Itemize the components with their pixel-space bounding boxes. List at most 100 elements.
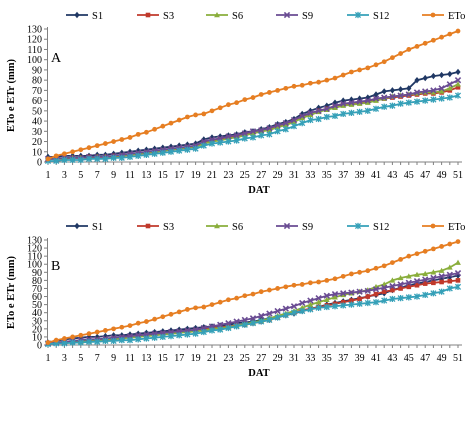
data-point-S9 — [348, 289, 355, 296]
legend-label: S9 — [302, 222, 313, 233]
data-point-S6 — [430, 269, 437, 275]
data-point-ETo — [398, 256, 403, 262]
legend-swatch-marker — [430, 12, 436, 18]
y-tick-label: 40 — [32, 308, 42, 319]
data-point-S12 — [299, 307, 306, 315]
data-point-S12 — [94, 155, 101, 163]
data-point-S12 — [159, 149, 166, 156]
legend-label: S1 — [92, 11, 103, 22]
data-point-ETo — [365, 65, 371, 71]
data-point-S12 — [143, 151, 150, 158]
data-point-S1 — [430, 72, 436, 80]
data-point-ETo — [258, 289, 264, 295]
data-point-S9 — [290, 303, 298, 310]
data-point-ETo — [275, 87, 280, 93]
data-point-ETo — [340, 72, 346, 78]
x-tick-label: 27 — [256, 353, 266, 364]
data-point-S12 — [69, 339, 76, 346]
legend-label: S6 — [232, 222, 243, 233]
data-point-ETo — [250, 291, 256, 297]
data-point-ETo — [258, 92, 264, 97]
data-point-S12 — [413, 98, 421, 105]
x-tick-label: 29 — [273, 353, 283, 364]
data-point-S6 — [414, 271, 420, 277]
data-point-ETo — [209, 108, 215, 114]
x-tick-label: 15 — [158, 170, 168, 181]
data-point-S9 — [307, 297, 314, 304]
data-point-S6 — [356, 100, 363, 106]
legend-item-S3: S3 — [137, 11, 174, 22]
data-point-S9 — [249, 128, 257, 135]
data-point-S12 — [405, 99, 412, 106]
data-point-S3 — [340, 299, 346, 305]
data-point-ETo — [119, 324, 125, 330]
x-tick-label: 15 — [158, 353, 168, 364]
data-point-S9 — [348, 99, 355, 106]
series-S1 — [45, 272, 461, 346]
data-point-ETo — [152, 316, 158, 322]
x-tick-label: 49 — [437, 353, 447, 364]
series-line-S1 — [48, 71, 459, 158]
data-point-S6 — [282, 122, 289, 128]
data-point-S12 — [389, 295, 396, 303]
data-point-S12 — [364, 299, 371, 307]
legend-swatch-marker — [145, 223, 151, 229]
data-point-ETo — [455, 28, 461, 34]
data-point-S12 — [397, 295, 404, 302]
data-point-S12 — [331, 112, 339, 120]
data-point-S12 — [77, 339, 84, 346]
data-point-S12 — [340, 302, 347, 309]
data-point-S12 — [208, 140, 216, 147]
data-point-S12 — [167, 333, 175, 340]
data-point-S12 — [192, 330, 199, 337]
data-point-S12 — [422, 291, 429, 299]
data-point-ETo — [398, 51, 403, 56]
y-tick-label: 50 — [32, 300, 42, 311]
series-S12 — [44, 92, 462, 165]
data-point-ETo — [234, 100, 240, 106]
data-point-ETo — [201, 304, 207, 310]
series-line-S9 — [47, 272, 459, 345]
data-point-S9 — [356, 98, 363, 105]
data-point-S12 — [110, 337, 117, 345]
data-point-ETo — [324, 277, 330, 283]
data-point-S12 — [290, 123, 298, 130]
data-point-S1 — [422, 74, 428, 82]
series-S6 — [45, 259, 461, 346]
data-point-S6 — [364, 99, 371, 105]
y-tick-label: 130 — [27, 236, 42, 247]
series-line-S6 — [47, 261, 459, 345]
legend-swatch-marker — [145, 12, 151, 18]
x-tick-label: 39 — [355, 170, 365, 181]
data-point-S1 — [439, 275, 445, 282]
data-point-S3 — [349, 298, 354, 303]
data-point-S3 — [422, 281, 428, 286]
data-point-ETo — [234, 295, 240, 301]
data-point-S12 — [389, 102, 396, 109]
data-point-ETo — [111, 326, 116, 332]
data-point-S6 — [405, 273, 412, 279]
data-point-ETo — [226, 102, 231, 108]
x-tick-label: 17 — [174, 170, 184, 181]
legend-swatch-marker — [214, 223, 220, 229]
data-point-S9 — [454, 269, 462, 277]
y-tick-label: 0 — [37, 341, 42, 352]
data-point-ETo — [299, 82, 305, 88]
x-tick-label: 33 — [305, 353, 315, 364]
data-point-S12 — [184, 331, 191, 338]
data-point-S12 — [446, 94, 453, 101]
legend-label: S3 — [163, 222, 174, 233]
x-tick-label: 3 — [62, 353, 67, 364]
data-point-ETo — [135, 320, 141, 326]
legend-item-S6: S6 — [206, 222, 243, 233]
legend-item-S1: S1 — [66, 11, 103, 22]
data-point-ETo — [422, 40, 428, 46]
data-point-S12 — [356, 300, 363, 307]
x-tick-label: 39 — [355, 353, 365, 364]
x-tick-label: 41 — [371, 170, 381, 181]
data-point-S9 — [364, 287, 371, 295]
data-point-S3 — [431, 280, 436, 286]
data-point-ETo — [209, 302, 215, 308]
data-point-S12 — [331, 303, 339, 310]
data-point-S9 — [258, 312, 265, 320]
